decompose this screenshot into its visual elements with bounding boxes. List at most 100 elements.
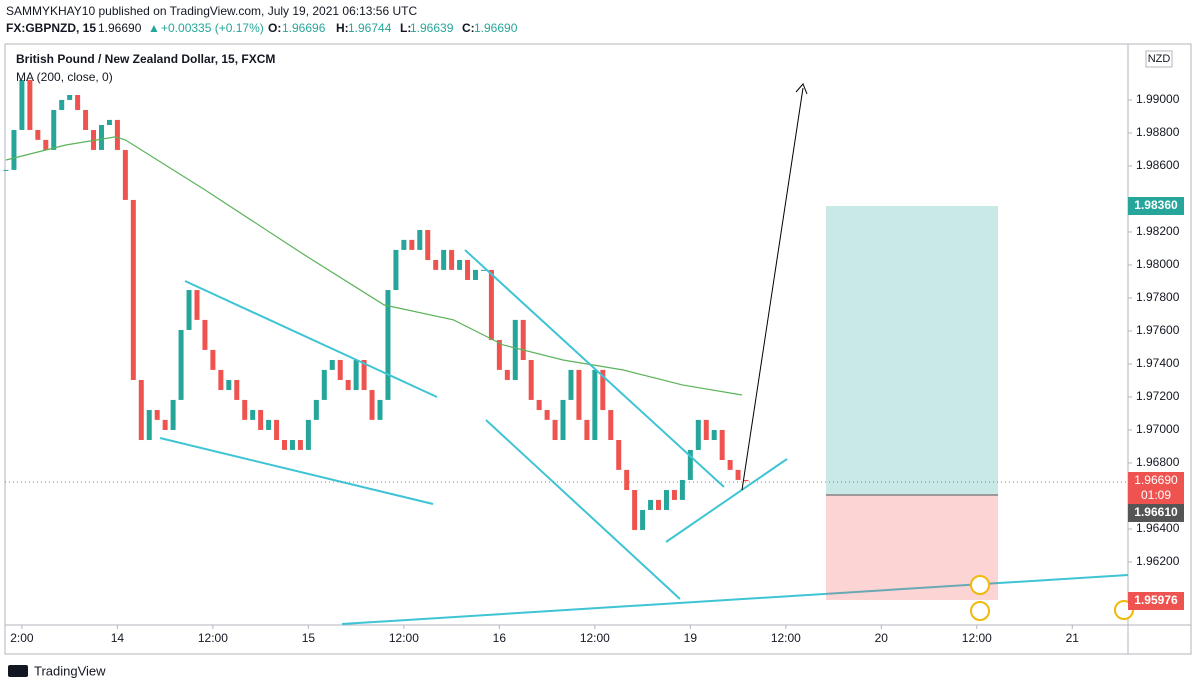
candle [735, 469, 741, 480]
candle [353, 359, 359, 391]
candle [560, 399, 566, 441]
x-tick-label: 12:00 [771, 631, 801, 645]
y-tick-label: 1.96400 [1136, 521, 1180, 535]
candle [19, 79, 25, 130]
y-tick-label: 1.98800 [1136, 125, 1180, 139]
trend-line [341, 574, 1129, 625]
trend-line [159, 437, 434, 505]
candle [743, 479, 749, 482]
candle [250, 409, 256, 420]
brand: TradingView [8, 663, 106, 678]
ma-line [5, 136, 743, 396]
trend-line [184, 280, 438, 398]
brand-name: TradingView [34, 663, 106, 678]
candle [59, 99, 65, 111]
y-tick-label: 1.97800 [1136, 290, 1180, 304]
candle [401, 239, 407, 250]
candle [210, 349, 216, 370]
x-tick-label: 12:00 [389, 631, 419, 645]
candle [544, 409, 550, 420]
candle [218, 369, 224, 391]
legend-title: British Pound / New Zealand Dollar, 15, … [16, 52, 275, 66]
candle [226, 379, 232, 391]
candle [441, 249, 447, 270]
candle [409, 239, 415, 250]
candle [27, 79, 33, 130]
symbol-line: FX:GBPNZD, 15 1.96690 ▲ +0.00335 (+0.17%… [6, 21, 518, 35]
candle [162, 419, 168, 430]
y-tick-label: 1.97400 [1136, 356, 1180, 370]
candle [43, 139, 49, 150]
candle [640, 509, 646, 530]
ohlc-key: C: [462, 21, 475, 35]
candle [480, 269, 486, 271]
price-tags: 1.98360 1.96690 01:09 1.96610 1.95976 [1128, 197, 1184, 610]
candle [258, 409, 264, 430]
candle [632, 490, 638, 530]
logo [8, 665, 28, 677]
candle [3, 169, 9, 171]
candle [488, 269, 494, 341]
candle [449, 249, 455, 270]
candle [186, 290, 192, 330]
candle [305, 419, 311, 450]
candle [345, 379, 351, 391]
candle [727, 459, 733, 470]
candle [106, 119, 112, 126]
trend-line [665, 458, 788, 543]
candle [687, 449, 693, 480]
y-tick-label: 1.98200 [1136, 224, 1180, 238]
candle [528, 359, 534, 400]
candle [703, 419, 709, 441]
ohlc-key: L: [400, 21, 411, 35]
x-tick-label: 19 [684, 631, 698, 645]
y-tick-label: 1.97000 [1136, 422, 1180, 436]
last-tag: 1.96690 [1134, 473, 1178, 487]
candle [472, 269, 478, 280]
candle [329, 359, 335, 370]
candle [266, 419, 272, 430]
chart-frame [4, 43, 1192, 655]
currency-box [1145, 50, 1173, 68]
events [970, 575, 1134, 621]
candle [568, 369, 574, 400]
candle [425, 229, 431, 261]
candle [122, 149, 128, 200]
candle [282, 440, 288, 450]
price: 1.96690 [98, 21, 142, 35]
arrow [741, 87, 804, 491]
candle [67, 94, 73, 100]
candle [130, 199, 136, 380]
candle [154, 409, 160, 420]
y-tick-label: 1.98000 [1136, 257, 1180, 271]
candle [656, 499, 662, 510]
candle [592, 369, 598, 441]
legend-ma: MA (200, close, 0) [16, 70, 113, 84]
candle [337, 359, 343, 380]
candle [202, 319, 208, 350]
event-icon [970, 601, 990, 621]
y-tick-label: 1.97600 [1136, 323, 1180, 337]
candle [313, 399, 319, 420]
ohlc-value: 1.96696 [282, 21, 326, 35]
candle [584, 419, 590, 441]
candle [512, 319, 518, 380]
candle [679, 479, 685, 500]
candle [170, 399, 176, 430]
ohlc-value: 1.96690 [474, 21, 518, 35]
y-tick-label: 1.97200 [1136, 389, 1180, 403]
candle [138, 379, 144, 441]
x-tick-label: 20 [875, 631, 889, 645]
candle [465, 260, 471, 280]
candle [393, 249, 399, 291]
y-tick-label: 1.96800 [1136, 455, 1180, 469]
countdown: 01:09 [1141, 488, 1171, 502]
candle [624, 469, 630, 491]
candle [648, 499, 654, 510]
candle [608, 409, 614, 441]
candle [520, 319, 526, 360]
trend-line [485, 419, 681, 600]
candle [194, 290, 200, 320]
candle [51, 110, 57, 150]
